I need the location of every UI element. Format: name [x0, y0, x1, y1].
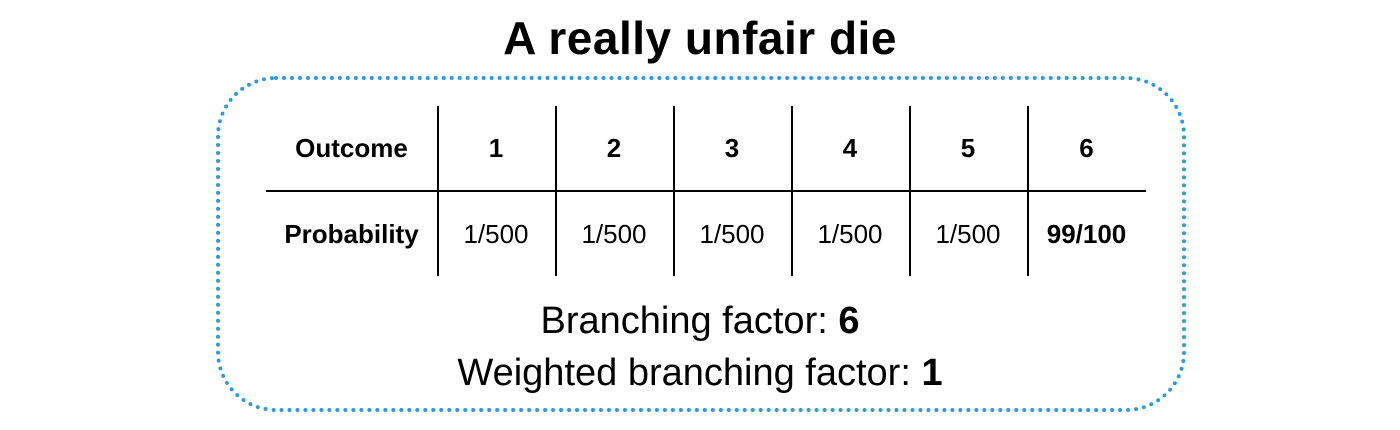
probability-cell-1: 1/500	[463, 218, 529, 249]
outcome-cell-5: 5	[960, 132, 976, 163]
weighted-branching-factor-line: Weighted branching factor: 1	[0, 350, 1400, 396]
branching-factor-label: Branching factor:	[540, 300, 839, 342]
probability-cell-6: 99/100	[1046, 218, 1127, 249]
outcome-cell-6: 6	[1079, 132, 1094, 163]
weighted-branching-factor-value: 1	[921, 352, 943, 394]
branching-factor-value: 6	[838, 300, 860, 342]
outcome-cell-1: 1	[488, 132, 504, 163]
probability-cell-4: 1/500	[817, 218, 883, 249]
probability-table: Outcome 1 2 3 4 5 6 Probability 1/500 1/…	[266, 106, 1146, 276]
dotted-frame	[216, 76, 1186, 412]
outcome-row-label: Outcome	[295, 132, 408, 163]
probability-cell-3: 1/500	[699, 218, 765, 249]
probability-cell-2: 1/500	[581, 218, 647, 249]
outcome-cell-3: 3	[724, 132, 740, 163]
weighted-branching-factor-label: Weighted branching factor:	[457, 352, 922, 394]
row-divider	[266, 190, 1146, 192]
branching-factor-line: Branching factor: 6	[0, 298, 1400, 344]
outcome-cell-2: 2	[606, 132, 622, 163]
probability-row-label: Probability	[284, 218, 419, 249]
diagram-title: A really unfair die	[503, 12, 897, 64]
probability-cell-5: 1/500	[935, 218, 1001, 249]
outcome-cell-4: 4	[842, 132, 858, 163]
